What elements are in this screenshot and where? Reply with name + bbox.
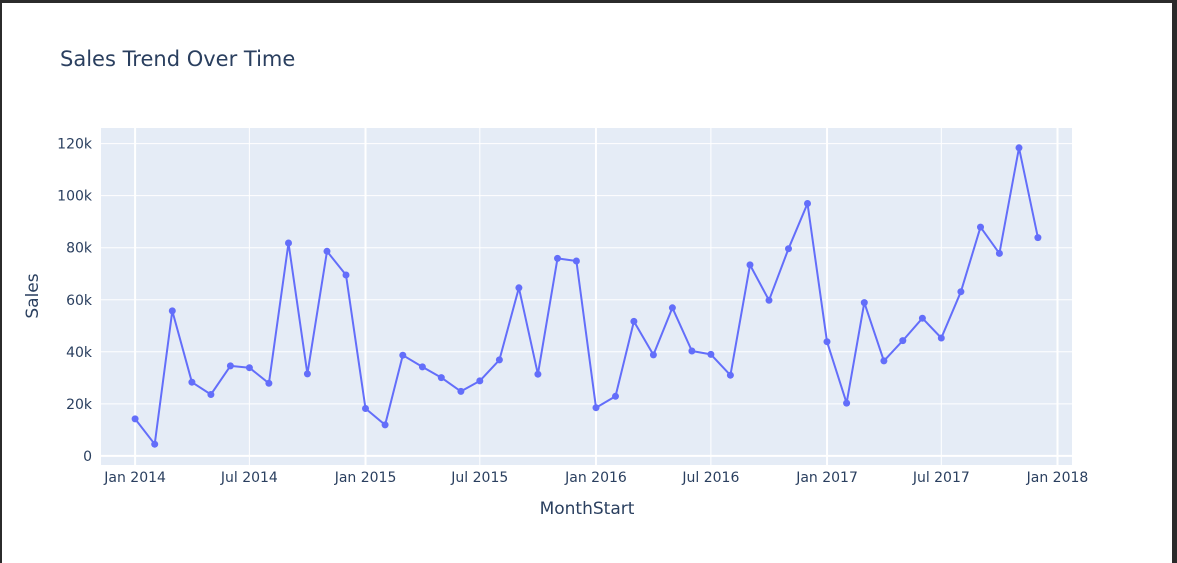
y-tick-label: 80k — [66, 241, 93, 257]
data-point[interactable] — [957, 288, 965, 296]
data-point[interactable] — [918, 314, 926, 322]
data-point[interactable] — [303, 370, 311, 378]
data-point[interactable] — [381, 421, 389, 429]
x-tick-label: Jan 2015 — [334, 470, 397, 486]
y-tick-label: 20k — [66, 397, 93, 413]
data-point[interactable] — [323, 247, 331, 255]
gridlines — [101, 128, 1072, 465]
data-point[interactable] — [899, 337, 907, 345]
data-point[interactable] — [977, 223, 984, 231]
data-point[interactable] — [707, 350, 715, 358]
data-point[interactable] — [592, 404, 600, 412]
data-point[interactable] — [880, 357, 888, 365]
data-point[interactable] — [612, 392, 619, 400]
x-tick-label: Jul 2016 — [681, 470, 739, 486]
data-point[interactable] — [746, 261, 754, 269]
data-point[interactable] — [188, 378, 196, 386]
y-tick-label: 0 — [83, 449, 92, 465]
data-point[interactable] — [534, 370, 542, 378]
data-point[interactable] — [131, 415, 139, 423]
data-point[interactable] — [437, 374, 445, 382]
data-point[interactable] — [688, 347, 696, 355]
data-point[interactable] — [860, 299, 868, 307]
x-tick-label: Jul 2017 — [912, 470, 970, 486]
data-point[interactable] — [726, 371, 734, 379]
data-point[interactable] — [630, 317, 638, 325]
data-point[interactable] — [649, 351, 657, 359]
data-point[interactable] — [515, 284, 523, 292]
y-tick-label: 100k — [57, 189, 93, 205]
data-point[interactable] — [937, 334, 945, 342]
x-tick-label: Jan 2017 — [795, 470, 858, 486]
data-point[interactable] — [572, 257, 580, 265]
data-point[interactable] — [804, 200, 811, 207]
data-point[interactable] — [226, 362, 234, 370]
y-tick-label: 120k — [57, 137, 93, 153]
x-tick-label: Jan 2014 — [103, 470, 166, 486]
data-point[interactable] — [418, 363, 426, 371]
data-point[interactable] — [457, 387, 465, 395]
data-point[interactable] — [1034, 234, 1042, 242]
data-point[interactable] — [362, 405, 369, 412]
data-point[interactable] — [285, 239, 292, 247]
x-tick-label: Jul 2014 — [220, 470, 278, 486]
y-tick-labels: 0 20k 40k 60k 80k 100k 120k — [57, 137, 93, 465]
x-tick-label: Jan 2018 — [1026, 470, 1089, 486]
data-point[interactable] — [554, 254, 561, 262]
data-point[interactable] — [765, 296, 773, 304]
chart-title: Sales Trend Over Time — [60, 47, 295, 71]
data-point[interactable] — [476, 377, 484, 385]
data-point[interactable] — [342, 271, 350, 279]
series-line-group — [131, 144, 1042, 448]
data-point[interactable] — [399, 351, 407, 359]
data-point[interactable] — [1015, 144, 1023, 152]
data-point[interactable] — [785, 245, 792, 253]
data-point[interactable] — [495, 356, 503, 364]
data-point[interactable] — [995, 249, 1003, 257]
data-point[interactable] — [151, 440, 159, 448]
x-tick-label: Jul 2015 — [450, 470, 508, 486]
data-point[interactable] — [823, 338, 831, 346]
data-point[interactable] — [168, 307, 176, 315]
y-axis-title: Sales — [23, 273, 43, 318]
y-tick-label: 60k — [66, 293, 93, 309]
data-point[interactable] — [843, 399, 851, 407]
data-point[interactable] — [207, 391, 215, 398]
x-tick-labels: Jan 2014 Jul 2014 Jan 2015 Jul 2015 Jan 2016… — [103, 470, 1088, 486]
plot-area — [101, 128, 1072, 465]
y-tick-label: 40k — [66, 345, 93, 361]
x-tick-label: Jan 2016 — [564, 470, 627, 486]
x-axis-title: MonthStart — [540, 499, 635, 519]
data-point[interactable] — [265, 379, 273, 387]
sales-line — [134, 146, 1039, 446]
data-point[interactable] — [245, 364, 253, 372]
data-point[interactable] — [668, 304, 676, 312]
